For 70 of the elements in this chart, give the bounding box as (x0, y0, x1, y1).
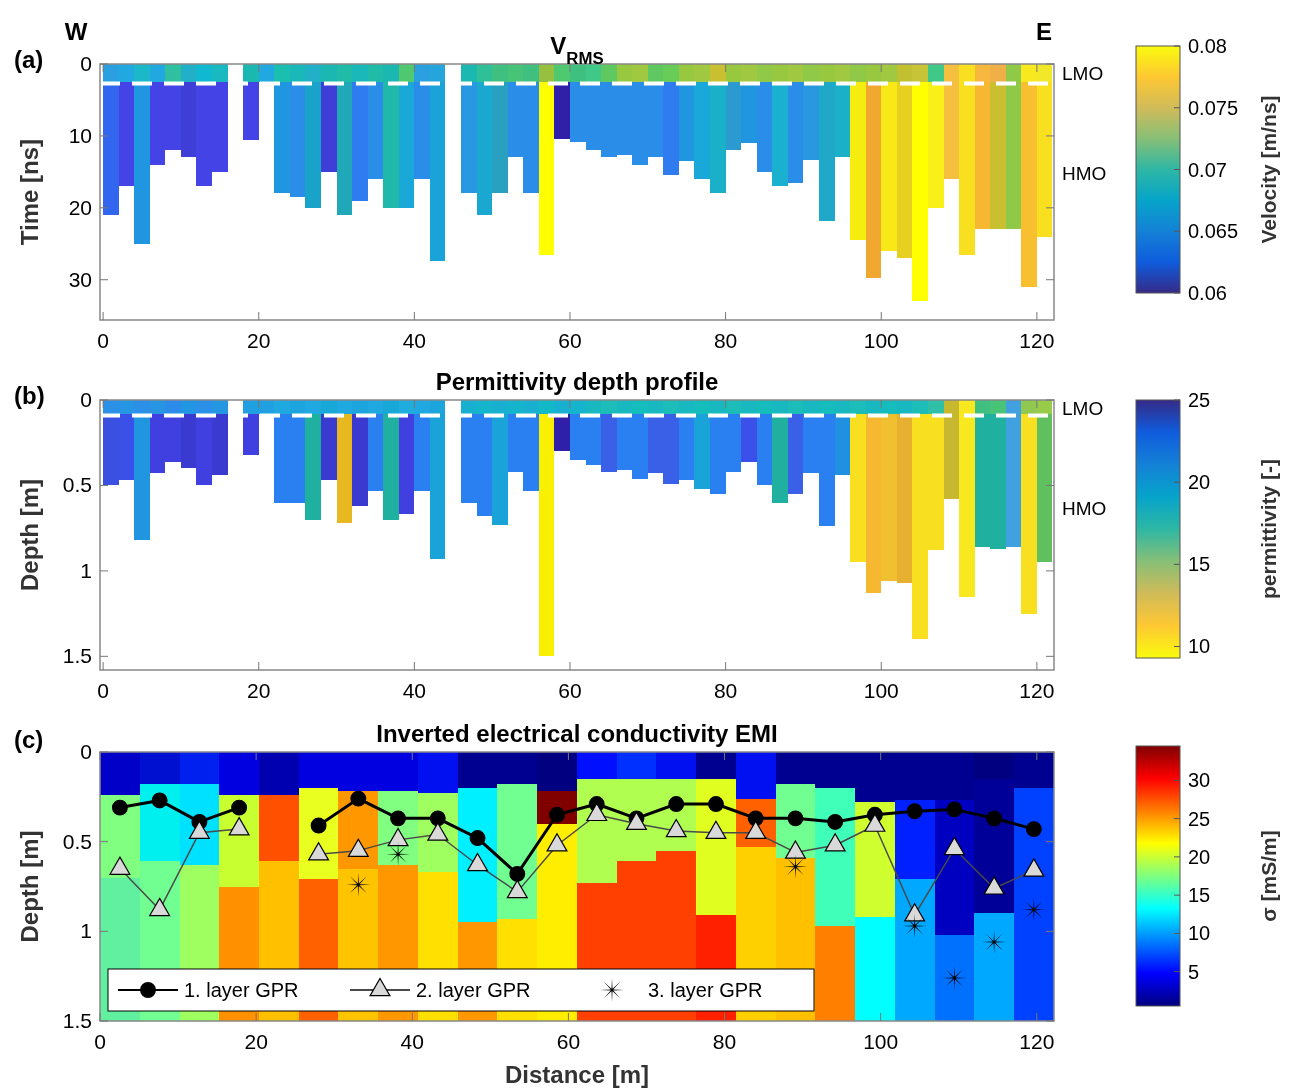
text: LMO (1062, 63, 1104, 84)
color-bar-label: 5 (1188, 960, 1200, 983)
x-tick-label: 0 (97, 679, 109, 702)
legend-label: 1. layer GPR (184, 979, 299, 1001)
y-tick-label: 0.5 (62, 473, 92, 497)
x-tick-label: 20 (244, 1030, 268, 1053)
y-tick-label: 1 (80, 919, 92, 943)
y-axis-title: Depth [m] (16, 479, 43, 591)
color-bar-label: 0.07 (1188, 158, 1227, 181)
text: E (1035, 18, 1053, 45)
x-tick-label: 100 (863, 329, 899, 352)
x-tick-label: 60 (558, 679, 582, 702)
color-bar-label: 0.06 (1188, 282, 1227, 304)
color-bar-label: 25 (1188, 807, 1211, 830)
y-axis-title: Depth [m] (16, 830, 43, 943)
x-tick-label: 80 (713, 329, 738, 352)
y-axis-title: Time [ns] (16, 138, 43, 246)
color-bar-title: σ [mS/m] (1257, 830, 1280, 922)
color-bar-label: 30 (1188, 769, 1211, 792)
y-tick-label: 0 (80, 52, 92, 75)
y-tick-label: 0 (80, 388, 92, 411)
text: HMO (1062, 163, 1107, 184)
x-tick-label: 120 (1019, 329, 1055, 352)
x-tick-label: 40 (402, 679, 427, 702)
x-tick-label: 100 (863, 679, 899, 702)
x-tick-label: 20 (247, 679, 271, 702)
y-tick-label: 0 (80, 740, 92, 763)
x-tick-label: 40 (402, 329, 427, 352)
x-tick-label: 40 (400, 1030, 424, 1053)
color-bar-label: 15 (1188, 553, 1211, 576)
text: W (64, 18, 88, 45)
x-tick-label: 20 (247, 329, 271, 352)
x-tick-label: 0 (97, 329, 109, 352)
text: (b) (14, 382, 45, 409)
x-tick-label: 80 (713, 679, 738, 702)
text: (c) (14, 726, 44, 753)
legend-label: 2. layer GPR (416, 979, 531, 1001)
color-bar-label: 10 (1188, 922, 1211, 945)
color-bar-label: 10 (1188, 635, 1211, 658)
color-bar-label: 20 (1188, 471, 1211, 494)
y-tick-label: 0.5 (62, 829, 92, 853)
y-tick-label: 20 (68, 195, 92, 219)
x-tick-label: 80 (712, 1030, 737, 1053)
color-bar-label: 25 (1188, 389, 1211, 411)
y-tick-label: 1.5 (62, 644, 92, 668)
y-tick-label: 30 (68, 267, 92, 291)
x-axis-title: Distance [m] (504, 1061, 650, 1088)
x-tick-label: 120 (1019, 1030, 1055, 1053)
y-tick-label: 1 (80, 558, 92, 582)
x-tick-label: 100 (863, 1030, 899, 1053)
x-tick-label: 60 (556, 1030, 581, 1053)
color-bar-label: 15 (1188, 884, 1211, 907)
color-bar-label: 0.075 (1188, 96, 1239, 119)
legend-label: 3. layer GPR (648, 979, 763, 1001)
color-bar-label: 0.065 (1188, 220, 1239, 243)
chart-title: V$_{RMS}$ (550, 32, 604, 68)
x-tick-label: 120 (1019, 679, 1055, 702)
y-tick-label: 1.5 (62, 1009, 92, 1032)
x-tick-label: 60 (558, 329, 582, 352)
chart-title: Inverted electrical conductivity EMI (376, 720, 778, 747)
color-bar-label: 20 (1188, 845, 1211, 868)
color-bar-title: Velocity [m/ns] (1257, 95, 1280, 244)
text: HMO (1062, 498, 1107, 519)
x-tick-label: 0 (94, 1030, 106, 1053)
text: (a) (14, 46, 44, 73)
chart-title: Permittivity depth profile (435, 368, 719, 395)
y-tick-label: 10 (68, 123, 92, 147)
color-bar-label: 0.08 (1188, 35, 1227, 57)
text: LMO (1062, 398, 1104, 419)
color-bar-title: permittivity [-] (1257, 458, 1280, 600)
